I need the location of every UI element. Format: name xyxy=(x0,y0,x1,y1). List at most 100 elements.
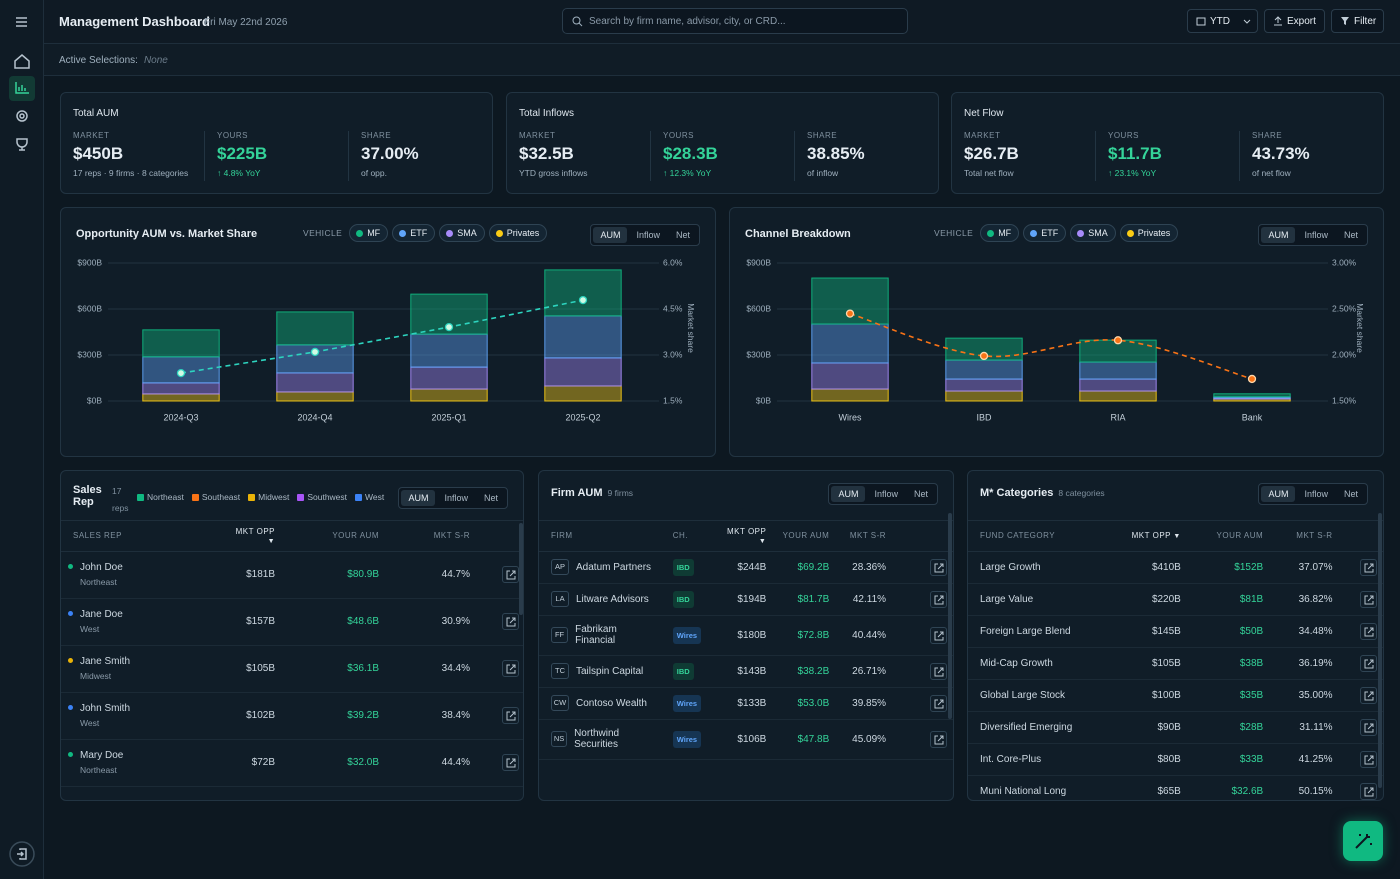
toggle-button[interactable]: AUM xyxy=(593,227,628,243)
legend-item[interactable]: MF xyxy=(349,224,389,242)
open-link[interactable] xyxy=(930,591,947,608)
legend-item[interactable]: Northeast xyxy=(137,492,184,502)
open-link[interactable] xyxy=(502,660,519,677)
open-link[interactable] xyxy=(930,558,947,576)
column-header[interactable]: YOUR AUM xyxy=(772,521,836,552)
open-link[interactable] xyxy=(1360,590,1377,608)
period-button[interactable]: YTD xyxy=(1187,9,1258,33)
column-header[interactable]: MKT OPP xyxy=(1121,521,1187,552)
table-row[interactable]: NS Northwind Securities Wires $106B $47.8B 45… xyxy=(539,719,953,760)
open-link[interactable] xyxy=(502,754,519,771)
assistant-button[interactable] xyxy=(1343,821,1383,861)
toggle-button[interactable]: AUM xyxy=(831,486,866,502)
legend-item[interactable]: Privates xyxy=(488,224,548,242)
table-row[interactable]: John Doe Northeast $181B $80.9B 44.7% xyxy=(61,551,523,599)
legend-item[interactable]: West xyxy=(355,492,384,502)
export-label: Export xyxy=(1287,16,1316,27)
column-header[interactable]: MKT S-R xyxy=(835,521,893,552)
legend-item[interactable]: Southeast xyxy=(191,492,240,502)
open-link[interactable] xyxy=(930,695,947,712)
toggle-button[interactable]: Inflow xyxy=(1304,489,1328,499)
table-row[interactable]: Large Value $220B $81B 36.82% xyxy=(968,583,1383,616)
column-header[interactable]: MKT S-R xyxy=(385,521,476,552)
target-icon[interactable] xyxy=(16,110,28,122)
open-link[interactable] xyxy=(1360,622,1377,640)
open-link[interactable] xyxy=(1360,686,1377,704)
legend-item[interactable]: Privates xyxy=(1119,224,1179,242)
table-row[interactable]: Muni National Long $65B $32.6B 50.15% xyxy=(968,775,1383,800)
column-header[interactable]: MKT S-R xyxy=(1269,521,1339,552)
toggle-button[interactable]: Net xyxy=(913,489,928,499)
table-row[interactable]: Int. Core-Plus $80B $33B 41.25% xyxy=(968,743,1383,776)
table-row[interactable]: John Smith West $102B $39.2B 38.4% xyxy=(61,692,523,740)
open-link[interactable] xyxy=(1360,654,1377,672)
legend-title: VEHICLE xyxy=(303,228,343,238)
open-link[interactable] xyxy=(930,663,947,680)
toggle-button[interactable]: Inflow xyxy=(1304,230,1328,240)
toggle-button[interactable]: AUM xyxy=(1261,227,1296,243)
menu-icon[interactable] xyxy=(16,17,27,27)
table-row[interactable]: Jane Smith Midwest $105B $36.1B 34.4% xyxy=(61,645,523,693)
toggle-button[interactable]: Inflow xyxy=(444,493,468,503)
legend-item[interactable]: SMA xyxy=(439,224,485,242)
column-header[interactable]: FUND CATEGORY xyxy=(968,521,1122,552)
kpi-metric: MARKET $450B 17 reps · 9 firms · 8 categor… xyxy=(61,131,204,181)
open-link[interactable] xyxy=(1360,718,1377,736)
table-count: 17 xyxy=(112,486,122,496)
open-link[interactable] xyxy=(502,613,519,630)
table-row[interactable]: Jane Doe West $157B $48.6B 30.9% xyxy=(61,598,523,646)
open-link[interactable] xyxy=(1360,782,1377,800)
mkt-opp: $194B xyxy=(719,583,773,616)
toggle-button[interactable]: Inflow xyxy=(636,230,660,240)
open-link[interactable] xyxy=(502,707,519,724)
table-row[interactable]: AP Adatum Partners IBD $244B $69.2B 28.36% xyxy=(539,551,953,584)
column-header[interactable]: MKT OPP xyxy=(719,521,773,552)
legend-item[interactable]: Southwest xyxy=(297,492,347,502)
home-icon[interactable] xyxy=(14,54,30,69)
export-button[interactable]: Export xyxy=(1264,9,1325,33)
bar-segment xyxy=(276,391,354,402)
open-link[interactable] xyxy=(930,731,947,748)
column-header[interactable]: YOUR AUM xyxy=(1186,521,1270,552)
toggle-button[interactable]: Inflow xyxy=(874,489,898,499)
column-header[interactable]: FIRM xyxy=(539,521,661,552)
table-row[interactable]: Global Large Stock $100B $35B 35.00% xyxy=(968,679,1383,712)
toggle-button[interactable]: Net xyxy=(675,230,690,240)
column-header[interactable]: SALES REP xyxy=(61,521,221,552)
table-row[interactable]: Mid-Cap Growth $105B $38B 36.19% xyxy=(968,647,1383,680)
column-header[interactable]: CH. xyxy=(660,521,720,552)
table-row[interactable]: Large Growth $410B $152B 37.07% xyxy=(968,551,1383,584)
table-row[interactable]: Mary Doe Northeast $72B $32.0B 44.4% xyxy=(61,739,523,787)
column-header[interactable]: YOUR AUM xyxy=(281,521,385,552)
chart-icon[interactable] xyxy=(15,82,29,94)
toggle-button[interactable]: AUM xyxy=(1261,486,1296,502)
toggle-button[interactable]: Net xyxy=(483,493,498,503)
logout-button[interactable] xyxy=(9,841,35,867)
table-row[interactable]: CW Contoso Wealth Wires $133B $53.0B 39.85% xyxy=(539,687,953,720)
toggle-button[interactable]: AUM xyxy=(401,490,436,506)
legend-item[interactable]: SMA xyxy=(1070,224,1116,242)
column-header[interactable]: MKT OPP xyxy=(221,521,281,552)
toggle-button[interactable]: Net xyxy=(1343,230,1358,240)
link-glyph xyxy=(506,664,516,674)
channel-badge: Wires xyxy=(672,695,702,712)
search-box[interactable]: Search by firm name, advisor, city, or C… xyxy=(562,8,908,34)
legend-item[interactable]: ETF xyxy=(392,224,436,242)
legend-item[interactable]: MF xyxy=(980,224,1020,242)
filter-button[interactable]: Filter xyxy=(1331,9,1384,33)
table-row[interactable]: TC Tailspin Capital IBD $143B $38.2B 26.71% xyxy=(539,655,953,688)
table-row[interactable]: LA Litware Advisors IBD $194B $81.7B 42.11% xyxy=(539,583,953,616)
x-tick-label: 2024-Q3 xyxy=(163,412,198,422)
open-link[interactable] xyxy=(502,566,519,583)
table-row[interactable]: Diversified Emerging $90B $28B 31.11% xyxy=(968,711,1383,744)
toggle-button[interactable]: Net xyxy=(1343,489,1358,499)
table-row[interactable]: Foreign Large Blend $145B $50B 34.48% xyxy=(968,615,1383,648)
legend-item[interactable]: ETF xyxy=(1023,224,1067,242)
open-link[interactable] xyxy=(1360,558,1377,576)
open-link[interactable] xyxy=(930,627,947,644)
legend-item[interactable]: Midwest xyxy=(248,492,289,502)
table-row[interactable]: FF Fabrikam Financial Wires $180B $72.8B 40.4… xyxy=(539,615,953,656)
open-link[interactable] xyxy=(1360,750,1377,768)
trophy-icon[interactable] xyxy=(16,138,28,151)
region-dot xyxy=(68,564,73,569)
